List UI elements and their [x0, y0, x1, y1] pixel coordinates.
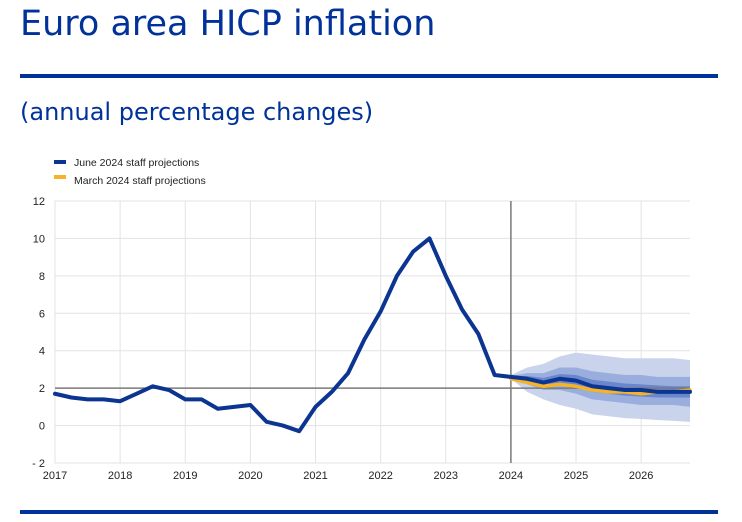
- title-divider: [20, 74, 718, 78]
- y-axis-ticks: 12 10 8 6 4 2 0 - 2: [32, 196, 45, 470]
- y-tick-label: 8: [39, 271, 45, 283]
- y-tick-label: 2: [39, 383, 45, 395]
- y-tick-label: 4: [39, 346, 45, 358]
- y-tick-label: 0: [39, 421, 45, 433]
- reference-lines: [55, 201, 690, 463]
- y-tick-label: 6: [39, 308, 45, 320]
- x-tick-label: 2023: [434, 470, 458, 482]
- legend-swatch-march: [54, 175, 66, 179]
- legend-label-march: March 2024 staff projections: [74, 175, 206, 187]
- x-tick-label: 2022: [368, 470, 392, 482]
- x-tick-label: 2020: [238, 470, 262, 482]
- grid-lines: [54, 200, 690, 464]
- series-lines: [53, 236, 692, 434]
- x-axis-ticks: 2017 2018 2019 2020 2021 2022 2023 2024 2025 2026: [43, 470, 654, 482]
- legend: June 2024 staff projections March 2024 s…: [54, 157, 206, 187]
- x-tick-label: 2025: [564, 470, 588, 482]
- y-tick-label: - 2: [32, 458, 45, 470]
- legend-label-june: June 2024 staff projections: [74, 157, 199, 169]
- x-tick-label: 2026: [629, 470, 653, 482]
- x-tick-label: 2018: [108, 470, 132, 482]
- bottom-divider: [20, 510, 718, 514]
- x-tick-label: 2019: [173, 470, 197, 482]
- x-tick-label: 2021: [303, 470, 327, 482]
- y-tick-label: 10: [33, 233, 45, 245]
- page-title: Euro area HICP inflation: [20, 4, 436, 44]
- page-subtitle: (annual percentage changes): [20, 98, 374, 126]
- x-tick-label: 2024: [499, 470, 523, 482]
- legend-swatch-june: [54, 160, 66, 164]
- series-june-line: [53, 236, 692, 434]
- x-tick-label: 2017: [43, 470, 67, 482]
- y-tick-label: 12: [33, 196, 45, 208]
